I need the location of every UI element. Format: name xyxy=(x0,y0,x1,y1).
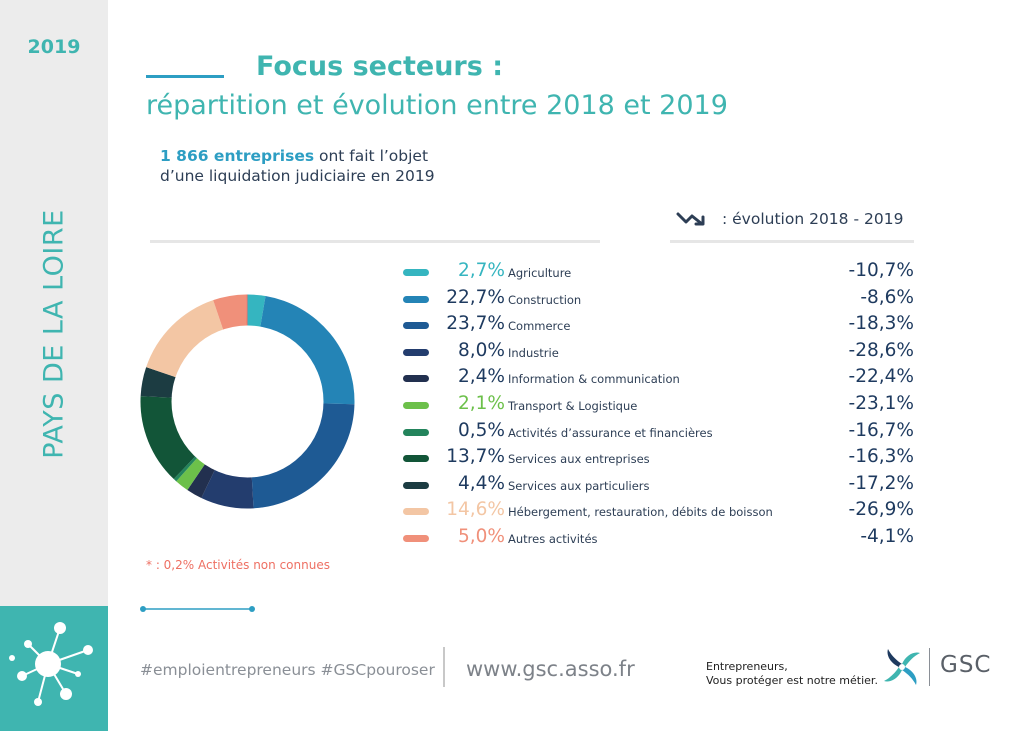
tagline-line-1: Entrepreneurs, xyxy=(706,660,788,673)
legend-share-value: 23,7% xyxy=(446,313,505,335)
legend-evolution-value: -18,3% xyxy=(848,313,914,335)
legend-sector-label: Information & communication xyxy=(508,372,680,387)
sidebar-year: 2019 xyxy=(27,36,81,58)
page-subtitle: répartition et évolution entre 2018 et 2… xyxy=(146,90,728,121)
network-icon xyxy=(9,622,93,706)
legend-share-value: 4,4% xyxy=(458,472,505,494)
legend-swatch xyxy=(403,348,429,356)
legend-evolution-value: -16,7% xyxy=(848,419,914,441)
decorative-dot-line xyxy=(140,606,255,612)
legend-sector-label: Services aux particuliers xyxy=(508,478,650,493)
footer-separator xyxy=(443,647,445,687)
legend-swatch xyxy=(403,375,429,383)
page-title: Focus secteurs : xyxy=(256,51,504,82)
legend-sector-label: Activités d’assurance et financières xyxy=(508,425,713,440)
legend-row: 4,4% Services aux particuliers -17,2% xyxy=(400,472,916,499)
footer-tagline: Entrepreneurs, Vous protéger est notre m… xyxy=(706,660,878,688)
legend-swatch xyxy=(403,269,429,276)
legend-sector-label: Commerce xyxy=(508,319,571,334)
title-accent-line xyxy=(146,75,224,78)
intro-line-1: 1 866 entreprises ont fait l’objet xyxy=(160,146,435,166)
legend-swatch xyxy=(403,295,429,303)
legend-share-value: 13,7% xyxy=(446,446,505,468)
legend-evolution-value: -17,2% xyxy=(848,472,914,494)
legend-swatch xyxy=(403,481,429,489)
legend-row: 13,7% Services aux entreprises -16,3% xyxy=(400,445,916,472)
legend-evolution-value: -8,6% xyxy=(860,286,914,308)
legend-swatch xyxy=(403,401,429,409)
legend-row: 5,0% Autres activités -4,1% xyxy=(400,525,916,552)
gsc-logo-icon xyxy=(884,649,920,685)
legend-share-value: 2,4% xyxy=(458,366,505,388)
legend-share-value: 8,0% xyxy=(458,339,505,361)
legend-row: 2,4% Information & communication -22,4% xyxy=(400,365,916,392)
legend-row: 2,1% Transport & Logistique -23,1% xyxy=(400,392,916,419)
legend-sector-label: Autres activités xyxy=(508,531,598,546)
network-logo-panel xyxy=(0,606,108,731)
legend-row: 22,7% Construction -8,6% xyxy=(400,286,916,313)
legend-row: 23,7% Commerce -18,3% xyxy=(400,312,916,339)
gsc-logo-separator xyxy=(929,648,930,686)
legend-swatch xyxy=(403,322,429,330)
legend-swatch xyxy=(403,534,429,542)
legend-share-value: 2,7% xyxy=(458,260,505,281)
donut-chart xyxy=(140,294,355,509)
legend-evolution-value: -26,9% xyxy=(848,499,914,521)
footer-hashtags: #emploientrepreneurs #GSCpouroser xyxy=(140,661,435,679)
legend-sector-label: Construction xyxy=(508,292,582,307)
legend-sector-label: Hébergement, restauration, débits de boi… xyxy=(508,505,773,520)
sidebar: 2019 PAYS DE LA LOIRE xyxy=(0,0,108,731)
legend-share-value: 22,7% xyxy=(446,286,505,308)
sidebar-region: PAYS DE LA LOIRE xyxy=(38,209,70,459)
legend-row: 14,6% Hébergement, restauration, débits d… xyxy=(400,498,916,525)
intro-line-1-rest: ont fait l’objet xyxy=(314,147,429,165)
divider-right xyxy=(670,240,914,243)
legend-share-value: 2,1% xyxy=(458,392,505,414)
legend-sector-label: Industrie xyxy=(508,345,559,360)
gsc-brand-text: GSC xyxy=(940,652,992,678)
legend-swatch xyxy=(403,455,429,463)
legend-sector-label: Services aux entreprises xyxy=(508,452,650,467)
legend-swatch xyxy=(403,428,429,436)
footnote: * : 0,2% Activités non connues xyxy=(146,558,330,572)
legend-row: 0,5% Activités d’assurance et financières… xyxy=(400,419,916,446)
legend-sector-label: Agriculture xyxy=(508,266,572,280)
legend-sector-label: Transport & Logistique xyxy=(508,398,638,413)
legend-evolution-value: -23,1% xyxy=(848,392,914,414)
chart-legend: 2,7% Agriculture -10,7% 22,7% Construction -8… xyxy=(400,259,916,552)
legend-evolution-value: -4,1% xyxy=(860,525,914,547)
legend-swatch xyxy=(403,508,429,516)
footer-website-link[interactable]: www.gsc.asso.fr xyxy=(466,657,635,681)
tagline-line-2: Vous protéger est notre métier. xyxy=(706,674,878,687)
evolution-header-label: : évolution 2018 - 2019 xyxy=(722,210,904,228)
legend-share-value: 5,0% xyxy=(458,525,505,547)
legend-row: 8,0% Industrie -28,6% xyxy=(400,339,916,366)
legend-share-value: 0,5% xyxy=(458,419,505,441)
donut-hole xyxy=(171,325,324,478)
legend-row: 2,7% Agriculture -10,7% xyxy=(400,259,916,286)
intro-text: 1 866 entreprises ont fait l’objet d’une… xyxy=(160,146,435,186)
legend-evolution-value: -10,7% xyxy=(848,260,914,281)
legend-evolution-value: -16,3% xyxy=(848,446,914,468)
legend-evolution-value: -22,4% xyxy=(848,366,914,388)
divider-left xyxy=(150,240,600,243)
intro-highlight: 1 866 entreprises xyxy=(160,147,315,165)
legend-evolution-value: -28,6% xyxy=(848,339,914,361)
trend-down-icon xyxy=(676,212,705,226)
evolution-header: : évolution 2018 - 2019 xyxy=(676,210,903,228)
legend-share-value: 14,6% xyxy=(446,499,505,521)
intro-line-2: d’une liquidation judiciaire en 2019 xyxy=(160,167,435,185)
